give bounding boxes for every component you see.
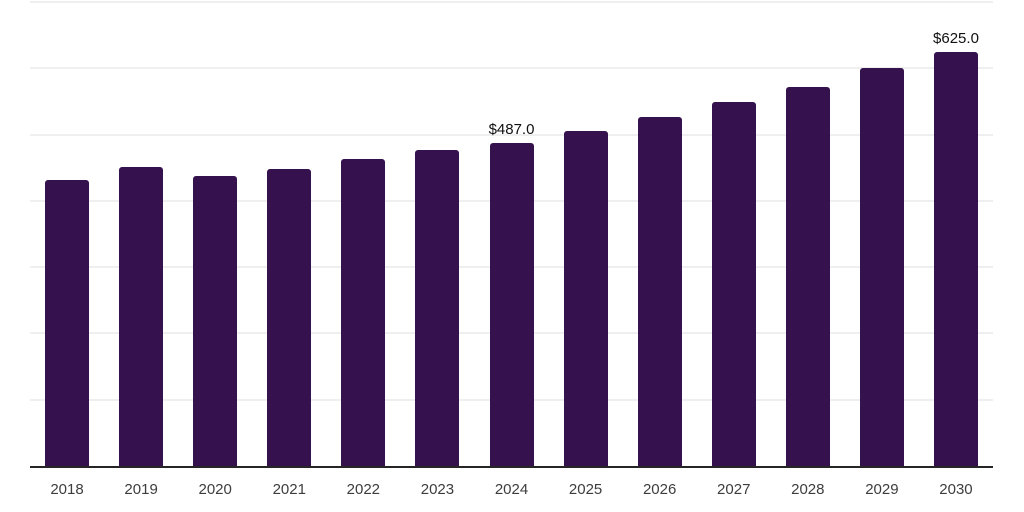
- bar-band-2028: [771, 2, 845, 466]
- x-tick-label-2018: 2018: [50, 481, 84, 498]
- bar-2029: [859, 68, 904, 466]
- x-tick-label-2021: 2021: [272, 481, 306, 498]
- bar-2020: [193, 175, 238, 466]
- bar-2022: [341, 159, 386, 466]
- bar-2026: [637, 117, 682, 466]
- x-tick-label-2022: 2022: [346, 481, 381, 498]
- bar-band-2026: [623, 2, 697, 466]
- bar-2021: [267, 169, 312, 466]
- bar-2028: [785, 86, 830, 466]
- bar-band-2023: [400, 2, 474, 466]
- x-tick-label-2024: 2024: [494, 481, 529, 498]
- x-tick-label-2027: 2027: [717, 481, 751, 498]
- bar-band-2029: [845, 2, 919, 466]
- bar-band-2021: [252, 2, 326, 466]
- x-tick-label-2026: 2026: [642, 481, 677, 498]
- bar-value-label-2024: $487.0: [488, 121, 535, 139]
- x-axis-labels: 2018 2019 2020 2021 2022 2023 2024 2025 2026 2027…: [30, 479, 993, 501]
- bar-2019: [119, 167, 164, 466]
- gridline: [30, 133, 993, 136]
- x-tick-label-2029: 2029: [865, 481, 899, 498]
- bar-value-label-2030: $625.0: [933, 29, 979, 47]
- gridline: [30, 1, 993, 3]
- bar-band-2022: [326, 2, 400, 466]
- x-tick-label-2025: 2025: [568, 481, 603, 498]
- plot-area: $487.0 $625.0: [30, 1, 993, 468]
- bar-2027: [711, 102, 756, 466]
- bar-2018: [45, 179, 90, 466]
- bar-band-2024: $487.0: [474, 2, 548, 466]
- x-tick-label-2030: 2030: [939, 481, 973, 498]
- gridline: [30, 67, 993, 70]
- bar-band-2020: [178, 2, 252, 466]
- bar-2025: [563, 131, 608, 466]
- x-tick-label-2028: 2028: [791, 481, 825, 498]
- bar-band-2018: [30, 2, 104, 466]
- bar-2024: [489, 143, 534, 466]
- bar-band-2019: [104, 2, 178, 466]
- x-tick-label-2023: 2023: [420, 481, 455, 498]
- bar-2030: [933, 51, 978, 466]
- x-tick-label-2020: 2020: [198, 481, 232, 498]
- x-tick-label-2019: 2019: [124, 481, 158, 498]
- bar-band-2025: [549, 2, 623, 466]
- bar-band-2030: $625.0: [919, 2, 993, 466]
- bar-band-2027: [697, 2, 771, 466]
- bar-2023: [415, 149, 460, 466]
- bars: $487.0 $625.0: [30, 2, 993, 466]
